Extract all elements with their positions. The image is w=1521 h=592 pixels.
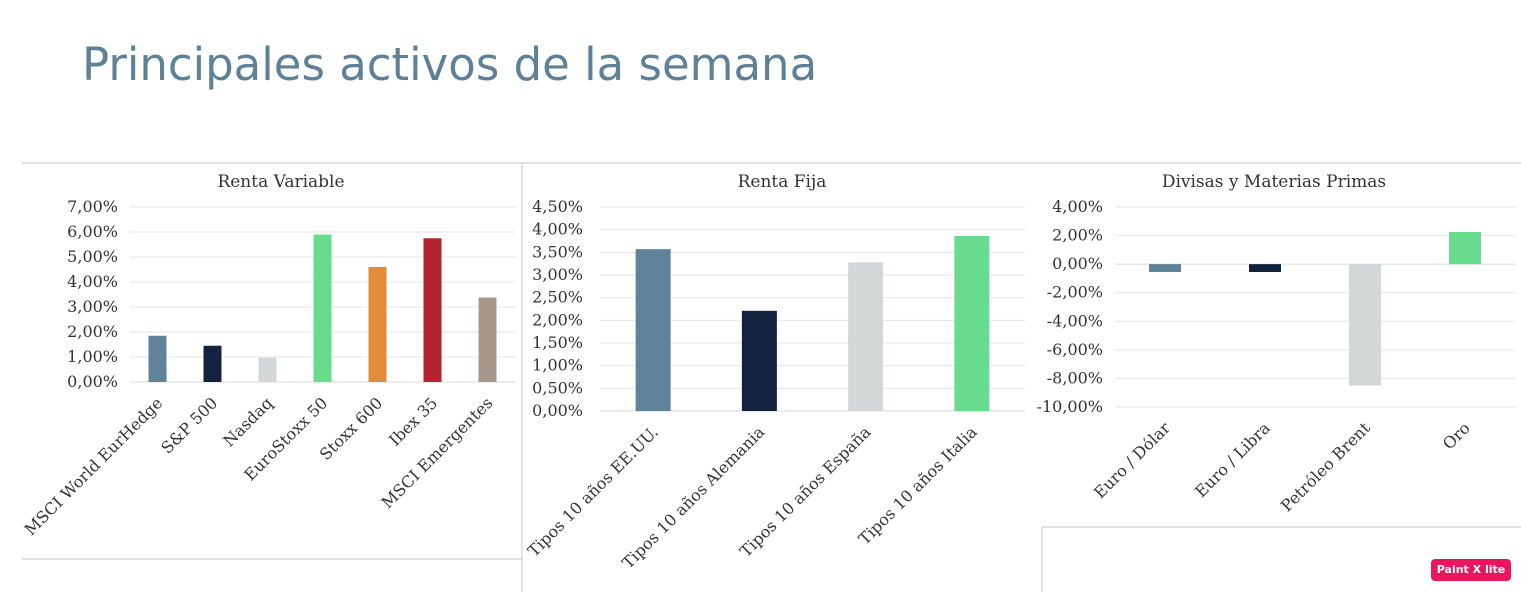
bar bbox=[1349, 264, 1381, 386]
y-tick-label: 0,00% bbox=[1052, 254, 1103, 273]
y-tick-label: 7,00% bbox=[67, 197, 118, 216]
y-tick-label: 1,00% bbox=[532, 356, 583, 375]
bar bbox=[1149, 264, 1181, 272]
y-tick-label: 3,50% bbox=[532, 242, 583, 261]
chart-title: Divisas y Materias Primas bbox=[1162, 172, 1386, 192]
page-title: Principales activos de la semana bbox=[82, 38, 818, 91]
x-category-label: Euro / Dólar bbox=[1090, 418, 1174, 502]
y-tick-label: 0,00% bbox=[67, 372, 118, 391]
y-tick-label: 1,50% bbox=[532, 333, 583, 352]
y-tick-label: -2,00% bbox=[1047, 283, 1103, 302]
y-tick-label: 3,00% bbox=[67, 297, 118, 316]
bar bbox=[203, 345, 222, 382]
bar bbox=[313, 234, 332, 382]
y-tick-label: 4,00% bbox=[1052, 197, 1103, 216]
bar bbox=[954, 236, 990, 411]
x-category-label: Oro bbox=[1439, 418, 1474, 453]
bar bbox=[1449, 232, 1481, 265]
bar bbox=[741, 310, 777, 411]
y-tick-label: 0,00% bbox=[532, 401, 583, 420]
y-tick-label: 4,00% bbox=[532, 220, 583, 239]
bar bbox=[368, 267, 387, 382]
bar bbox=[423, 238, 442, 382]
y-tick-label: 1,00% bbox=[67, 347, 118, 366]
x-category-label: Euro / Libra bbox=[1191, 418, 1274, 501]
y-tick-label: 4,00% bbox=[67, 272, 118, 291]
bar bbox=[148, 335, 167, 382]
y-tick-label: -10,00% bbox=[1037, 397, 1103, 416]
y-tick-label: 3,00% bbox=[532, 265, 583, 284]
bar bbox=[848, 262, 884, 411]
watermark-badge: Paint X lite bbox=[1431, 559, 1511, 581]
bar bbox=[478, 297, 497, 382]
bar bbox=[258, 357, 277, 382]
y-tick-label: 5,00% bbox=[67, 247, 118, 266]
y-tick-label: 0,50% bbox=[532, 378, 583, 397]
x-category-label: Petróleo Brent bbox=[1277, 418, 1374, 515]
y-tick-label: 6,00% bbox=[67, 222, 118, 241]
y-tick-label: 2,50% bbox=[532, 288, 583, 307]
bar bbox=[1249, 264, 1281, 272]
bar bbox=[635, 249, 671, 411]
chart-title: Renta Variable bbox=[217, 172, 344, 192]
chart-title: Renta Fija bbox=[738, 172, 827, 192]
y-tick-label: 2,00% bbox=[532, 310, 583, 329]
y-tick-label: -8,00% bbox=[1047, 368, 1103, 387]
y-tick-label: 2,00% bbox=[67, 322, 118, 341]
y-tick-label: 4,50% bbox=[532, 197, 583, 216]
y-tick-label: -4,00% bbox=[1047, 311, 1103, 330]
y-tick-label: -6,00% bbox=[1047, 340, 1103, 359]
y-tick-label: 2,00% bbox=[1052, 226, 1103, 245]
